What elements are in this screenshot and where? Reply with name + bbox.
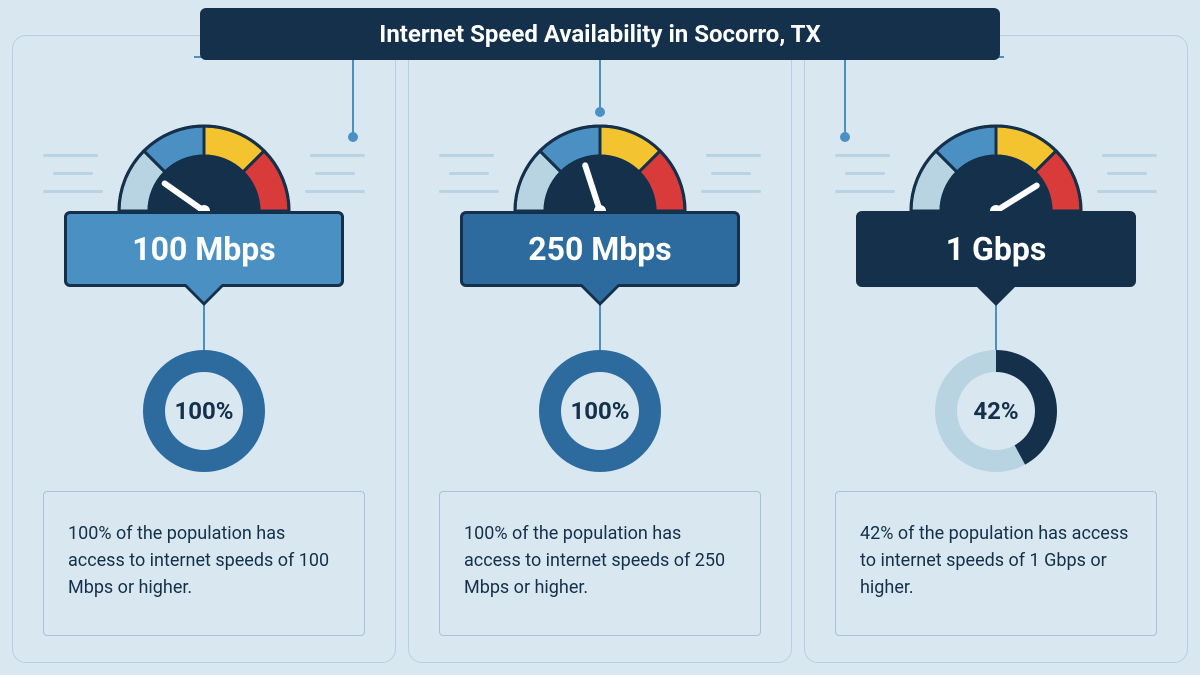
description-text: 42% of the population has access to inte… <box>860 523 1128 598</box>
connector-line <box>352 56 354 136</box>
description-text: 100% of the population has access to int… <box>68 523 329 598</box>
speed-panel: 250 Mbps 100% 100% of the population has… <box>408 35 792 663</box>
description-box: 100% of the population has access to int… <box>439 491 761 636</box>
percent-donut: 42% <box>931 346 1061 476</box>
speed-label-box: 250 Mbps <box>460 211 740 287</box>
description-box: 100% of the population has access to int… <box>43 491 365 636</box>
connector-line <box>599 56 601 111</box>
speed-panel: 1 Gbps 42% 42% of the population has acc… <box>804 35 1188 663</box>
description-text: 100% of the population has access to int… <box>464 523 725 598</box>
gauge-icon <box>114 121 294 216</box>
speed-panel: 100 Mbps 100% 100% of the population has… <box>12 35 396 663</box>
percent-label: 100% <box>174 397 233 425</box>
gauge-icon <box>510 121 690 216</box>
description-box: 42% of the population has access to inte… <box>835 491 1157 636</box>
speed-label-box: 1 Gbps <box>856 211 1136 287</box>
speed-label-box: 100 Mbps <box>64 211 344 287</box>
percent-donut: 100% <box>139 346 269 476</box>
percent-label: 100% <box>570 397 629 425</box>
page-title: Internet Speed Availability in Socorro, … <box>200 8 1000 60</box>
panels-container: 100 Mbps 100% 100% of the population has… <box>0 35 1200 663</box>
percent-donut: 100% <box>535 346 665 476</box>
speed-label: 1 Gbps <box>946 230 1047 268</box>
speed-label: 250 Mbps <box>528 230 671 268</box>
percent-label: 42% <box>973 397 1018 425</box>
connector-line <box>844 56 846 136</box>
speed-label: 100 Mbps <box>132 230 275 268</box>
gauge-icon <box>906 121 1086 216</box>
